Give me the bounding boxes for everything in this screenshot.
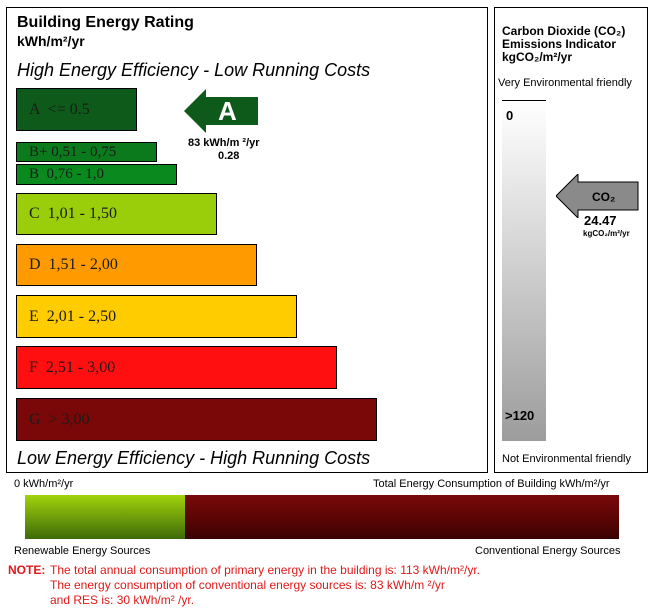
consumption-right-label: Total Energy Consumption of Building kWh… bbox=[373, 478, 610, 490]
co2-panel bbox=[494, 7, 648, 473]
note-line2: The energy consumption of conventional e… bbox=[50, 578, 445, 592]
note-line1: The total annual consumption of primary … bbox=[50, 563, 480, 577]
rating-indicator-arrow bbox=[184, 89, 258, 133]
co2-title-line2: Emissions Indicator bbox=[502, 37, 617, 51]
co2-indicator-value: 24.47 bbox=[584, 213, 617, 228]
co2-title-line1: Carbon Dioxide (CO₂) bbox=[502, 24, 626, 38]
conventional-label: Conventional Energy Sources bbox=[475, 545, 621, 557]
top-caption: High Energy Efficiency - Low Running Cos… bbox=[17, 60, 371, 80]
rating-band: B 0,76 - 1,0 bbox=[16, 164, 177, 185]
co2-bottom-caption: Not Environmental friendly bbox=[502, 453, 632, 465]
rating-band: C 1,01 - 1,50 bbox=[16, 193, 217, 235]
consumption-left-label: 0 kWh/m²/yr bbox=[14, 478, 74, 490]
rating-band: A <= 0.5 bbox=[16, 88, 137, 131]
rating-band: B+ 0,51 - 0,75 bbox=[16, 142, 157, 162]
co2-indicator-unit: kgCO₂/m²/yr bbox=[583, 229, 630, 238]
bottom-caption: Low Energy Efficiency - High Running Cos… bbox=[17, 448, 371, 468]
rating-unit: kWh/m²/yr bbox=[17, 33, 85, 49]
rating-band-label: D 1,51 - 2,00 bbox=[29, 256, 118, 273]
co2-indicator-arrow bbox=[556, 174, 639, 218]
renewable-segment bbox=[25, 495, 186, 539]
energy-rating-panel bbox=[6, 7, 488, 473]
rating-band-label: A <= 0.5 bbox=[29, 100, 90, 118]
rating-band-label: C 1,01 - 1,50 bbox=[29, 205, 117, 222]
co2-scale-min: 0 bbox=[506, 108, 514, 123]
conventional-segment bbox=[185, 495, 619, 539]
rating-band-label: G > 3,00 bbox=[29, 410, 90, 428]
co2-top-caption: Very Environmental friendly bbox=[498, 77, 632, 89]
rating-band: F 2,51 - 3,00 bbox=[16, 346, 337, 389]
co2-scale-top-line bbox=[502, 100, 546, 101]
consumption-bar bbox=[25, 495, 619, 539]
rating-band: E 2,01 - 2,50 bbox=[16, 295, 297, 338]
rating-band-label: B+ 0,51 - 0,75 bbox=[29, 143, 117, 160]
rating-indicator-ratio: 0.28 bbox=[218, 150, 240, 162]
rating-indicator-value: 83 kWh/m ²/yr bbox=[188, 137, 260, 149]
rating-band: D 1,51 - 2,00 bbox=[16, 244, 257, 286]
co2-scale-max: >120 bbox=[505, 408, 535, 423]
note-line3: and RES is: 30 kWh/m² /yr. bbox=[50, 593, 195, 607]
co2-unit: kgCO₂/m²/yr bbox=[502, 50, 573, 64]
co2-indicator-label: CO₂ bbox=[592, 190, 616, 204]
rating-band-label: B 0,76 - 1,0 bbox=[29, 166, 104, 182]
note-prefix: NOTE: bbox=[8, 563, 46, 577]
co2-scale-gradient bbox=[502, 101, 546, 441]
rating-band-label: F 2,51 - 3,00 bbox=[29, 358, 116, 376]
rating-title: Building Energy Rating bbox=[17, 14, 194, 31]
rating-band-label: E 2,01 - 2,50 bbox=[29, 307, 117, 325]
renewable-label: Renewable Energy Sources bbox=[14, 545, 151, 557]
rating-indicator-letter: A bbox=[218, 96, 237, 126]
rating-band: G > 3,00 bbox=[16, 398, 377, 441]
